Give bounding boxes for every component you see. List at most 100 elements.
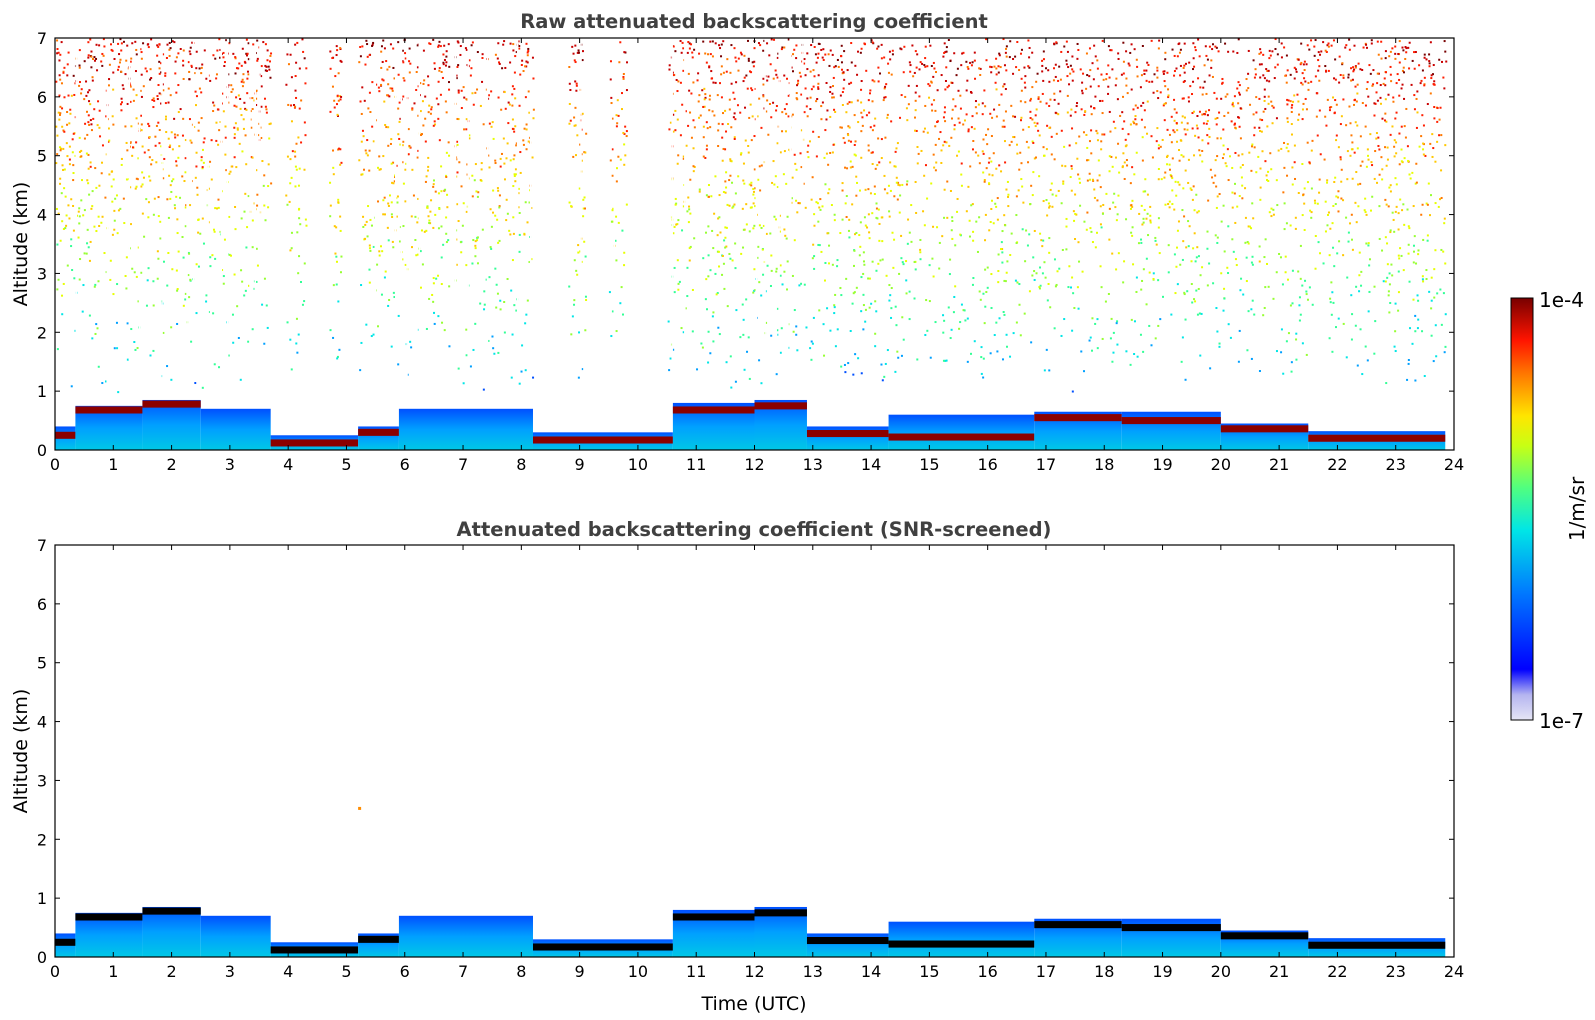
x-tick-label: 19 (1152, 962, 1172, 981)
signal-pixel (943, 106, 946, 109)
signal-pixel (1223, 297, 1226, 300)
signal-pixel (700, 342, 703, 345)
signal-pixel (1193, 65, 1196, 68)
signal-pixel (805, 105, 808, 108)
signal-pixel (1027, 146, 1030, 149)
signal-pixel (949, 189, 952, 192)
signal-pixel (1291, 104, 1294, 107)
plot-frame (54, 544, 1455, 958)
signal-pixel (438, 69, 441, 72)
signal-pixel (182, 49, 185, 52)
signal-pixel (223, 61, 226, 64)
signal-pixel (1206, 58, 1209, 61)
signal-pixel (1094, 246, 1097, 249)
signal-pixel (1102, 78, 1105, 81)
signal-pixel (868, 277, 871, 280)
signal-pixel (1393, 230, 1396, 233)
signal-pixel (173, 117, 176, 120)
y-tick-label: 0 (37, 441, 47, 460)
signal-pixel (915, 211, 918, 214)
signal-pixel (90, 50, 93, 53)
signal-pixel (1018, 69, 1021, 72)
signal-pixel (294, 165, 297, 168)
signal-pixel (290, 76, 293, 79)
signal-pixel (85, 80, 88, 83)
signal-pixel (78, 278, 81, 281)
signal-pixel (1232, 250, 1235, 253)
signal-pixel (765, 321, 768, 324)
signal-pixel (177, 84, 180, 87)
signal-pixel (804, 74, 807, 77)
signal-pixel (1102, 203, 1105, 206)
signal-pixel (1012, 115, 1015, 118)
signal-pixel (126, 149, 129, 152)
signal-pixel (573, 303, 576, 306)
signal-pixel (55, 125, 58, 128)
signal-pixel (337, 300, 340, 303)
signal-pixel (858, 254, 861, 257)
signal-pixel (748, 70, 751, 73)
cloud-layer (806, 936, 889, 945)
signal-pixel (1373, 177, 1376, 180)
signal-pixel (55, 80, 58, 83)
signal-pixel (175, 269, 178, 272)
signal-pixel (1184, 169, 1187, 172)
signal-pixel (749, 206, 752, 209)
signal-pixel (126, 322, 129, 325)
signal-pixel (246, 92, 249, 95)
signal-pixel (1398, 61, 1401, 64)
signal-pixel (720, 73, 723, 76)
signal-pixel (289, 158, 292, 161)
signal-pixel (1020, 48, 1023, 51)
signal-pixel (233, 126, 236, 129)
signal-pixel (59, 182, 62, 185)
signal-pixel (1398, 257, 1401, 260)
signal-pixel (1080, 108, 1083, 111)
x-tick-label: 20 (1211, 962, 1231, 981)
signal-pixel (337, 99, 340, 102)
signal-pixel (840, 365, 843, 368)
signal-pixel (719, 231, 722, 234)
signal-pixel (726, 58, 729, 61)
signal-pixel (1416, 294, 1419, 297)
chart-title: Raw attenuated backscattering coefficien… (520, 10, 988, 33)
signal-pixel (762, 94, 765, 97)
signal-pixel (125, 141, 128, 144)
signal-pixel (824, 53, 827, 56)
signal-pixel (157, 257, 160, 260)
signal-pixel (429, 42, 432, 45)
signal-pixel (479, 179, 482, 182)
signal-pixel (1016, 281, 1019, 284)
signal-pixel (1226, 266, 1229, 269)
signal-pixel (571, 45, 574, 48)
signal-pixel (1177, 181, 1180, 184)
missing-profile (220, 38, 223, 450)
signal-pixel (1085, 159, 1088, 162)
signal-pixel (359, 369, 362, 372)
cloud-layer (1034, 921, 1122, 929)
signal-pixel (398, 137, 401, 140)
signal-pixel (255, 169, 258, 172)
signal-pixel (930, 80, 933, 83)
signal-pixel (795, 57, 798, 60)
signal-pixel (215, 77, 218, 80)
signal-pixel (1351, 78, 1354, 81)
signal-pixel (519, 73, 522, 76)
signal-pixel (869, 192, 872, 195)
signal-pixel (1253, 126, 1256, 129)
signal-pixel (1429, 214, 1432, 217)
signal-pixel (886, 192, 889, 195)
y-tick-label: 1 (37, 889, 47, 908)
signal-pixel (1163, 119, 1166, 122)
signal-pixel (1187, 220, 1190, 223)
signal-pixel (518, 382, 521, 385)
signal-pixel (437, 315, 440, 318)
signal-pixel (1187, 96, 1190, 99)
signal-pixel (225, 39, 228, 42)
signal-pixel (916, 145, 919, 148)
signal-pixel (790, 66, 793, 69)
signal-pixel (1236, 205, 1239, 208)
signal-pixel (359, 100, 362, 103)
signal-pixel (874, 345, 877, 348)
signal-pixel (256, 193, 259, 196)
